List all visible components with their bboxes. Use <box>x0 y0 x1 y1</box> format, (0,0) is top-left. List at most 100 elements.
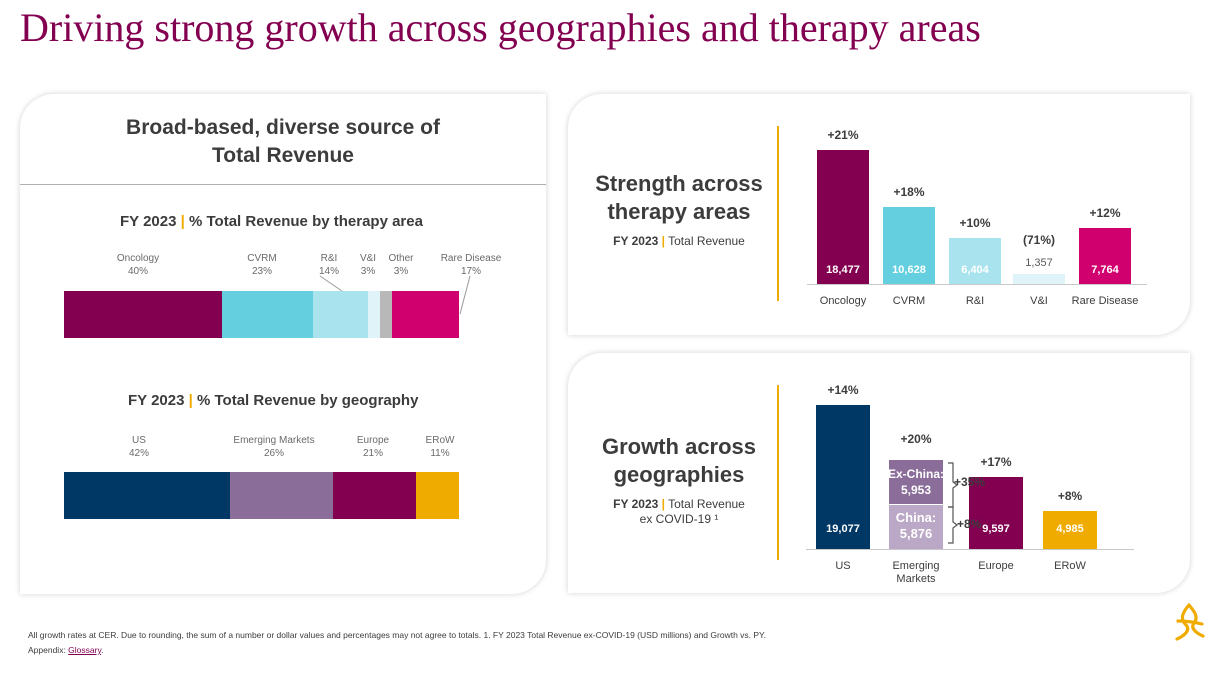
geo-growth-separator <box>777 385 779 560</box>
bar-growth-oncology: +21% <box>827 128 859 142</box>
label-emerging-markets: Emerging Markets 26% <box>233 434 314 460</box>
china-growth: +8% <box>957 517 982 531</box>
bar-category-europe: Europe <box>978 560 1013 573</box>
x-axis-line <box>806 549 1134 550</box>
geo-growth-sub-pipe: | <box>661 497 666 511</box>
therapy-strength-sub-pipe: | <box>661 234 666 248</box>
label-cvrm: CVRM 23% <box>247 252 276 278</box>
bar-category-line-europe-0: Europe <box>978 560 1014 572</box>
geo-growth-sub-text: Total Revenue <box>668 497 745 511</box>
label-rare-disease: Rare Disease 17% <box>441 252 502 278</box>
bar-category-rare-disease: Rare Disease <box>1072 295 1139 308</box>
page-title: Driving strong growth across geographies… <box>20 5 981 50</box>
footnote-period: . <box>101 645 104 655</box>
bar-growth-europe: +17% <box>980 454 1012 469</box>
label-ri: R&I 14% <box>319 252 339 278</box>
geo-growth-card: Growth across geographies FY 2023 | Tota… <box>568 353 1190 593</box>
bar-value-erow: 4,985 <box>1056 523 1084 535</box>
label-other: Other 3% <box>388 252 413 278</box>
segment-rare-disease <box>391 291 459 338</box>
segment-emerging-markets <box>229 472 333 519</box>
bar-category-emerging-markets: Emerging Markets <box>892 560 939 586</box>
bar-value-oncology: 18,477 <box>826 264 860 276</box>
therapy-strength-title-line1: Strength across <box>595 171 763 196</box>
bar-category-line-emerging-markets-1: Markets <box>896 573 936 585</box>
bar-category-line-us-0: US <box>835 560 851 572</box>
bar-category-erow: ERoW <box>1054 560 1086 573</box>
therapy-subhead-year: FY 2023 <box>120 213 177 230</box>
therapy-strength-sub-text: Total Revenue <box>668 234 745 248</box>
segment-cvrm <box>222 291 313 338</box>
china-value: 5,876 <box>899 525 933 541</box>
bar-us <box>816 405 870 549</box>
bar-growth-us: +14% <box>827 383 859 397</box>
label-name-erow: ERoW <box>425 435 455 446</box>
bar-erow <box>1043 511 1097 549</box>
label-pct-rare-disease: 17% <box>460 266 481 277</box>
card-heading-line2: Total Revenue <box>212 144 354 167</box>
segment-europe <box>332 472 416 519</box>
geo-subhead: FY 2023 | % Total Revenue by geography <box>128 392 418 409</box>
label-name-europe: Europe <box>356 435 390 446</box>
card-heading: Broad-based, diverse source of Total Rev… <box>20 114 546 170</box>
china-brace <box>948 506 958 544</box>
bar-growth-erow: +8% <box>1057 489 1083 504</box>
therapy-strength-title: Strength across therapy areas <box>595 170 763 226</box>
ex-china-box-label: Ex-China: 5,953 <box>888 466 944 498</box>
bar-rare-disease <box>1079 227 1131 284</box>
therapy-leader-lines <box>319 275 471 315</box>
bar-value-vi: 1,357 <box>1025 257 1053 270</box>
china-label: China: <box>895 509 937 525</box>
bar-value-europe: 9,597 <box>982 523 1010 535</box>
footnote-appendix-prefix: Appendix: <box>28 645 69 655</box>
bar-cvrm <box>883 206 935 284</box>
bar-category-us: US <box>835 560 850 573</box>
label-name-emerging-markets: Emerging Markets <box>233 435 315 446</box>
bar-category-line-ri-0: R&I <box>965 295 985 307</box>
segment-vi <box>368 291 380 338</box>
geo-growth-title: Growth across geographies <box>602 433 756 489</box>
bar-growth-emerging-markets: +20% <box>900 431 932 446</box>
label-name-ri: R&I <box>320 253 338 264</box>
label-pct-ri: 14% <box>318 266 340 277</box>
glossary-link[interactable]: Glossary <box>68 645 102 655</box>
segment-oncology <box>64 291 222 338</box>
bar-oncology <box>817 150 869 284</box>
bar-category-vi: V&I <box>1030 295 1048 308</box>
label-pct-europe: 21% <box>362 448 383 459</box>
bar-em-china <box>889 504 943 549</box>
bar-category-line-oncology-0: Oncology <box>819 295 867 307</box>
geo-growth-sub-year: FY 2023 <box>613 497 659 511</box>
label-name-other: Other <box>388 253 414 264</box>
bar-category-line-erow-0: ERoW <box>1054 560 1086 572</box>
bar-vi <box>1013 274 1065 284</box>
geo-subhead-text: % Total Revenue by geography <box>196 392 419 409</box>
therapy-strength-sub-year: FY 2023 <box>613 234 659 248</box>
segment-erow <box>415 472 459 519</box>
ex-china-value: 5,953 <box>900 482 932 497</box>
bar-em-ex-china <box>889 459 943 504</box>
label-name-rare-disease: Rare Disease <box>440 253 502 264</box>
label-pct-erow: 11% <box>430 448 450 459</box>
therapy-stacked-bar <box>64 291 459 338</box>
segment-other <box>379 291 392 338</box>
bar-ri <box>949 237 1001 284</box>
ex-china-growth: +35% <box>954 475 986 489</box>
geo-growth-subtitle: FY 2023 | Total Revenue ex COVID-19 ¹ <box>613 497 745 527</box>
revenue-mix-card: Broad-based, diverse source of Total Rev… <box>20 94 546 594</box>
geo-subhead-year: FY 2023 <box>128 392 185 409</box>
bar-growth-rare-disease: +12% <box>1089 205 1121 220</box>
label-name-us: US <box>132 435 146 446</box>
geo-growth-title-line2: geographies <box>613 462 745 487</box>
label-us: US 42% <box>129 434 149 460</box>
ri-leader-line <box>319 275 343 292</box>
label-oncology: Oncology 40% <box>117 252 159 278</box>
em-braces <box>948 462 958 544</box>
geo-stacked-bar <box>64 472 459 519</box>
ex-china-label: Ex-China: <box>887 466 945 481</box>
label-vi: V&I 3% <box>360 252 376 278</box>
bar-category-ri: R&I <box>966 295 984 308</box>
bar-category-oncology: Oncology <box>820 295 866 308</box>
astrazeneca-logo-icon <box>1175 603 1205 641</box>
geo-subhead-pipe: | <box>188 392 193 409</box>
